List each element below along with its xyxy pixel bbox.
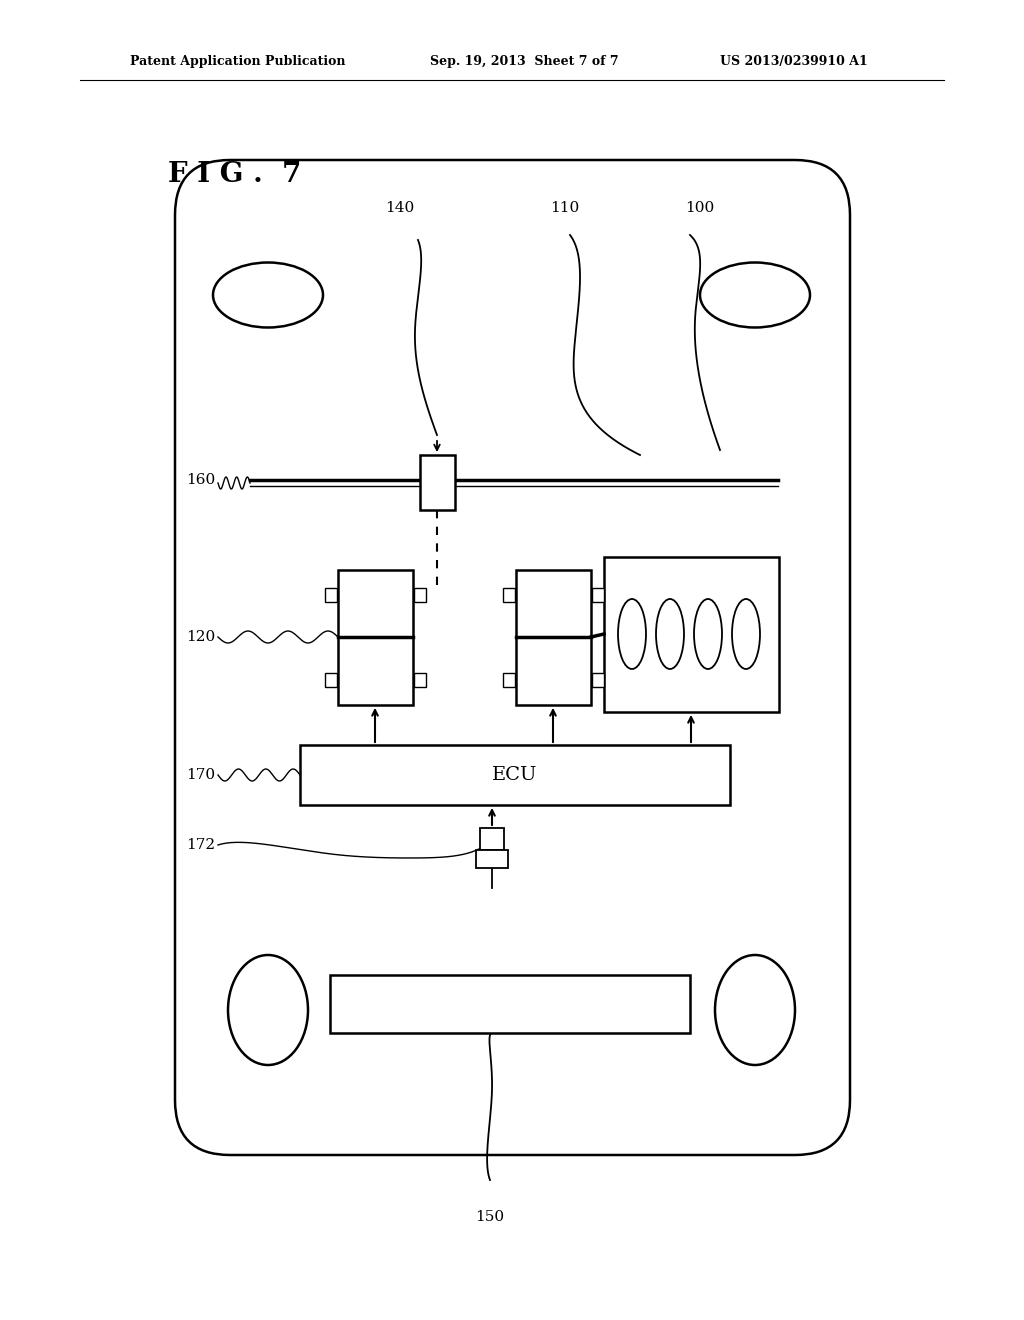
Text: 100: 100 (685, 201, 715, 215)
Bar (592, 587, 604, 602)
Bar (592, 673, 604, 686)
Text: US 2013/0239910 A1: US 2013/0239910 A1 (720, 55, 867, 69)
Ellipse shape (618, 599, 646, 669)
Text: 170: 170 (186, 768, 215, 781)
Text: 160: 160 (185, 473, 215, 487)
Bar (414, 673, 426, 686)
Bar (325, 587, 337, 602)
Ellipse shape (656, 599, 684, 669)
Text: ECU: ECU (493, 766, 538, 784)
Text: 172: 172 (186, 838, 215, 851)
Bar (420, 455, 455, 510)
Bar (338, 570, 413, 705)
Bar (516, 570, 591, 705)
Text: 120: 120 (185, 630, 215, 644)
Text: Patent Application Publication: Patent Application Publication (130, 55, 345, 69)
Bar (503, 673, 515, 686)
Text: 150: 150 (475, 1210, 505, 1224)
Ellipse shape (732, 599, 760, 669)
Bar (604, 557, 779, 711)
Text: 140: 140 (385, 201, 415, 215)
FancyBboxPatch shape (175, 160, 850, 1155)
Text: Sep. 19, 2013  Sheet 7 of 7: Sep. 19, 2013 Sheet 7 of 7 (430, 55, 618, 69)
Bar (480, 828, 504, 850)
Bar (414, 587, 426, 602)
Text: 110: 110 (550, 201, 580, 215)
Ellipse shape (715, 954, 795, 1065)
Bar (300, 744, 730, 805)
Text: F I G .  7: F I G . 7 (168, 161, 301, 189)
Ellipse shape (228, 954, 308, 1065)
Bar (325, 673, 337, 686)
Bar (503, 587, 515, 602)
Ellipse shape (694, 599, 722, 669)
Bar (330, 975, 690, 1034)
Bar (476, 850, 508, 869)
Ellipse shape (213, 263, 323, 327)
Ellipse shape (700, 263, 810, 327)
